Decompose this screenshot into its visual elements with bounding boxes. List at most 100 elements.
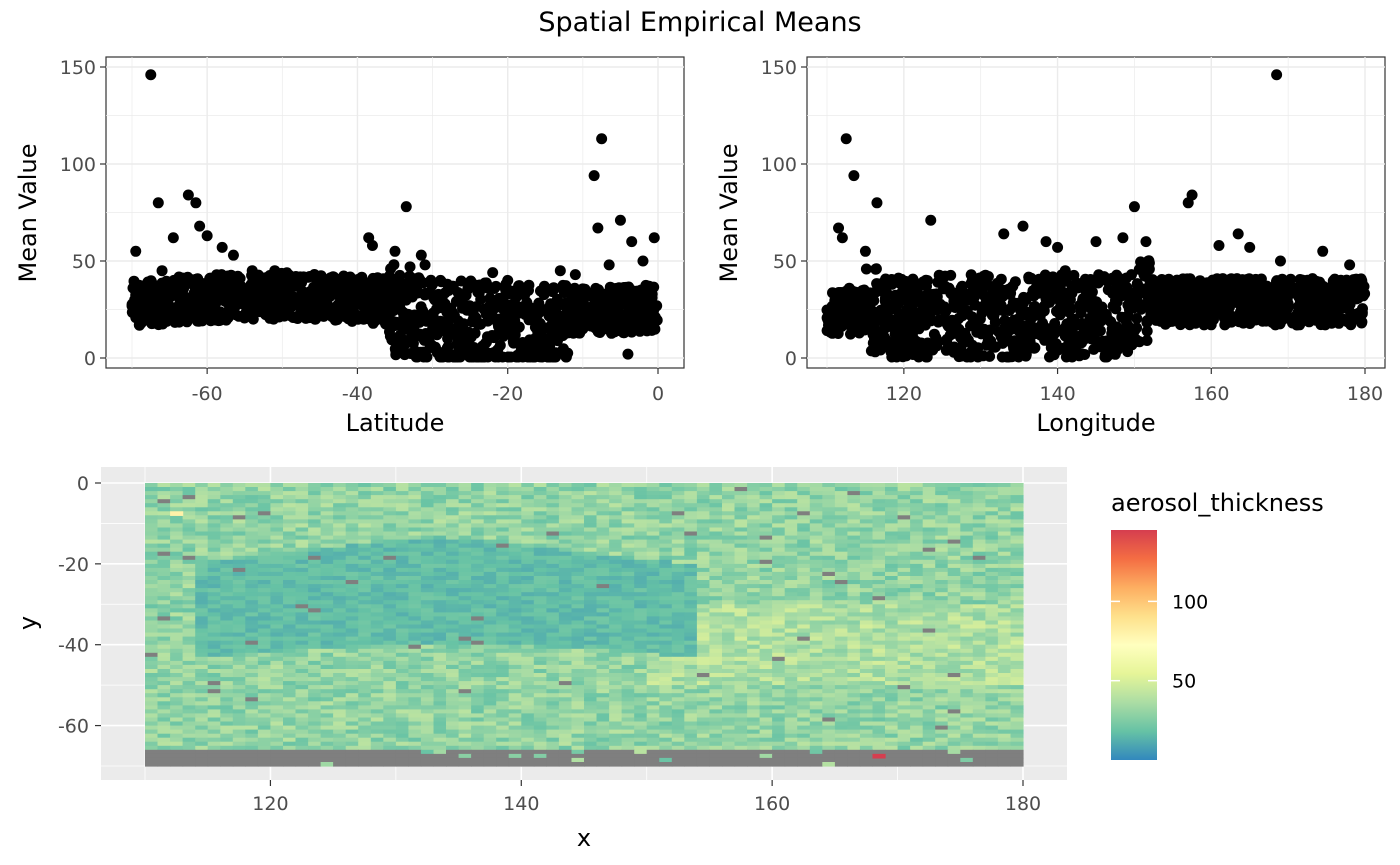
- heatmap-cell: [558, 592, 572, 597]
- lat-background-point: [256, 289, 268, 301]
- heatmap-cell: [283, 511, 297, 516]
- heatmap-cell: [809, 559, 823, 565]
- heatmap-cell: [872, 519, 886, 524]
- lat-background-point: [344, 271, 356, 283]
- lat-background-point: [468, 313, 479, 325]
- heatmap-cell: [232, 531, 246, 537]
- heatmap-cell: [420, 539, 434, 545]
- heatmap-cell: [960, 571, 974, 577]
- heatmap-cell: [897, 491, 911, 496]
- heatmap-cell: [170, 563, 184, 569]
- heatmap-cell: [408, 551, 422, 557]
- heatmap-cell: [747, 511, 761, 516]
- longitude-y-axis-title: Mean Value: [715, 144, 743, 283]
- heatmap-cell: [847, 535, 861, 541]
- heatmap-cell: [1010, 519, 1024, 524]
- heatmap-cell: [408, 588, 422, 593]
- heatmap-cell: [245, 539, 259, 545]
- heatmap-cell: [747, 543, 761, 549]
- heatmap-cell: [609, 531, 623, 537]
- lat-data-point: [464, 329, 476, 341]
- heatmap-cell: [207, 535, 221, 541]
- heatmap-cell: [684, 555, 698, 561]
- heatmap-cell: [734, 535, 748, 541]
- heatmap-cell: [370, 523, 384, 528]
- heatmap-cell: [847, 588, 861, 593]
- heatmap-cell: [471, 511, 485, 516]
- lon-data-point: [882, 304, 894, 315]
- lon-background-point: [931, 291, 943, 303]
- heatmap-cell: [207, 571, 221, 577]
- heatmap-cell: [157, 551, 171, 557]
- heatmap-cell: [270, 503, 284, 508]
- heatmap-cell: [947, 563, 961, 569]
- heatmap-cell: [308, 487, 322, 492]
- heatmap-cell: [283, 596, 297, 601]
- lon-background-point: [982, 336, 994, 348]
- heatmap-cell: [483, 563, 497, 569]
- lon-background-point: [1015, 303, 1027, 315]
- heatmap-cell: [596, 543, 610, 549]
- heatmap-cell: [809, 555, 823, 561]
- lon-y-tick-label: 0: [785, 348, 797, 370]
- heatmap-cell: [558, 596, 572, 601]
- lon-background-point: [1269, 309, 1281, 321]
- heatmap-cell: [809, 499, 823, 504]
- heatmap-cell: [308, 559, 322, 565]
- heatmap-cell: [283, 507, 297, 512]
- heatmap-cell: [496, 551, 510, 557]
- heatmap-cell: [972, 551, 986, 557]
- heatmap-cell: [571, 487, 585, 492]
- heatmap-cell: [345, 563, 359, 569]
- lat-data-point: [588, 170, 600, 182]
- heatmap-cell: [859, 523, 873, 528]
- heatmap-cell: [433, 507, 447, 512]
- lon-background-point: [1111, 285, 1123, 297]
- lat-data-point: [156, 265, 168, 277]
- lat-background-point: [566, 326, 578, 338]
- heatmap-cell: [483, 491, 497, 496]
- heatmap-cell: [521, 523, 535, 528]
- heatmap-cell: [659, 580, 673, 585]
- heatmap-cell: [822, 531, 836, 537]
- heatmap-cell: [922, 483, 936, 488]
- heatmap-cell: [383, 483, 397, 488]
- heatmap-cell: [420, 487, 434, 492]
- heatmap-cell: [922, 551, 936, 557]
- heatmap-cell: [822, 539, 836, 545]
- heatmap-cell: [471, 580, 485, 585]
- heatmap-cell: [283, 580, 297, 585]
- heatmap-cell: [446, 483, 460, 488]
- heatmap-cell: [558, 580, 572, 585]
- heatmap-cell: [170, 547, 184, 553]
- heatmap-cell: [308, 503, 322, 508]
- heatmap-cell: [621, 543, 635, 549]
- heatmap-cell: [834, 491, 848, 496]
- heatmap-cell: [897, 523, 911, 528]
- heatmap-cell: [784, 515, 798, 520]
- heatmap-cell: [408, 539, 422, 545]
- heatmap-cell: [195, 547, 209, 553]
- heatmap-cell: [947, 551, 961, 557]
- heatmap-cell: [170, 503, 184, 508]
- heatmap-cell: [508, 519, 522, 524]
- heatmap-cell: [646, 596, 660, 601]
- heatmap-cell: [997, 547, 1011, 553]
- heatmap-cell: [997, 543, 1011, 549]
- heatmap-cell: [935, 523, 949, 528]
- heatmap-cell: [659, 567, 673, 573]
- heatmap-cell: [646, 483, 660, 488]
- heatmap-cell: [257, 535, 271, 541]
- heatmap-cell: [558, 491, 572, 496]
- heatmap-cell: [471, 563, 485, 569]
- heatmap-cell: [609, 515, 623, 520]
- heatmap-cell: [734, 487, 748, 492]
- heatmap-cell: [872, 531, 886, 537]
- heatmap-cell: [370, 487, 384, 492]
- lon-data-point: [1186, 189, 1198, 201]
- heatmap-cell: [596, 495, 610, 500]
- heatmap-cell: [897, 531, 911, 537]
- heatmap-cell: [847, 515, 861, 520]
- heatmap-cell: [709, 507, 723, 512]
- heatmap-cell: [935, 495, 949, 500]
